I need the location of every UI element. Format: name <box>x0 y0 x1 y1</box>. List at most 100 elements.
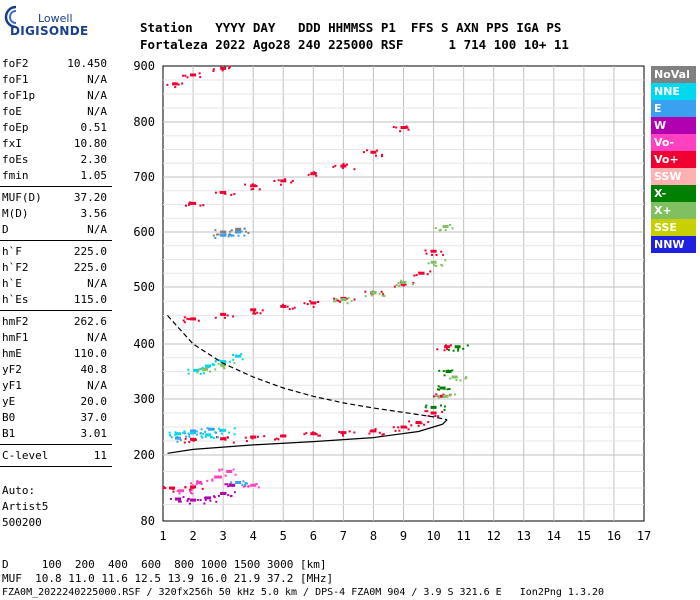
trace-dot <box>244 482 247 484</box>
param-name: D <box>2 223 9 236</box>
param-row: hmE 110.0 <box>2 346 107 362</box>
trace-dot <box>217 233 220 236</box>
trace-dot <box>218 359 221 362</box>
trace-point <box>229 483 236 487</box>
trace-dot <box>204 499 207 502</box>
trace-dot <box>426 273 429 276</box>
trace-dot <box>179 439 182 442</box>
trace-point <box>439 386 446 390</box>
trace-dot <box>212 68 215 71</box>
trace-dot <box>415 274 418 276</box>
trace-dot <box>382 433 385 436</box>
param-name: fxI <box>2 137 22 150</box>
trace-dot <box>454 393 457 396</box>
trace-dot <box>196 371 199 374</box>
trace-dot <box>441 410 444 413</box>
trace-dot <box>383 295 386 297</box>
trace-dot <box>202 432 205 435</box>
trace-dot <box>437 415 440 418</box>
trace-dot <box>209 370 211 373</box>
legend-item-e: E <box>651 100 696 117</box>
trace-point <box>220 363 227 367</box>
trace-dot <box>449 344 452 347</box>
trace-dot <box>233 491 236 494</box>
trace-dot <box>226 314 229 317</box>
trace-dot <box>244 183 247 186</box>
trace-dot <box>413 274 416 277</box>
trace-dot <box>399 130 402 133</box>
trace-dot <box>438 369 441 372</box>
param-name: B1 <box>2 427 16 440</box>
trace-point <box>310 432 317 436</box>
trace-dot <box>353 298 356 301</box>
trace-dot <box>350 300 353 303</box>
y-tick-label: 600 <box>133 225 155 239</box>
trace-point <box>250 483 257 487</box>
trace-point <box>445 370 452 373</box>
trace-dot <box>411 283 414 286</box>
trace-dot <box>378 292 381 295</box>
trace-dot <box>307 173 310 176</box>
trace-dot <box>211 435 214 438</box>
trace-point <box>400 282 407 286</box>
trace-dot <box>244 485 247 488</box>
trace-dot <box>184 432 187 435</box>
trace-dot <box>212 234 215 237</box>
param-name: foEp <box>2 121 29 134</box>
param-value: 115.0 <box>73 293 107 306</box>
trace-point <box>220 66 227 70</box>
trace-dot <box>204 496 206 499</box>
trace-dot <box>232 468 235 471</box>
trace-point <box>190 437 197 441</box>
y-tick-label: 80 <box>141 514 155 528</box>
trace-dot <box>212 437 215 440</box>
trace-dot <box>188 318 190 321</box>
param-name: MUF(D) <box>2 191 42 204</box>
param-separator <box>0 240 112 241</box>
trace-dot <box>342 163 345 165</box>
param-row: h`Es 115.0 <box>2 292 107 308</box>
trace-dot <box>257 486 260 489</box>
trace-dot <box>230 481 233 484</box>
trace-point <box>178 489 185 493</box>
trace-dot <box>427 415 430 417</box>
trace-point <box>190 431 197 435</box>
trace-dot <box>215 431 217 434</box>
trace-dot <box>241 358 244 361</box>
param-row: hmF1 N/A <box>2 330 107 346</box>
trace-dot <box>286 305 289 308</box>
param-name: foF1p <box>2 89 36 102</box>
trace-dot <box>394 429 397 432</box>
trace-dot <box>381 433 384 436</box>
trace-dot <box>214 237 217 239</box>
trace-point <box>175 497 182 501</box>
trace-dot <box>273 180 276 182</box>
param-name: hmF1 <box>2 331 29 344</box>
trace-dot <box>221 69 224 72</box>
trace-dot <box>277 438 280 441</box>
trace-dot <box>224 474 227 477</box>
x-tick-label: 10 <box>426 529 440 543</box>
param-name: foF2 <box>2 57 29 70</box>
electron-density-profile-solid <box>167 419 448 454</box>
trace-dot <box>184 437 187 440</box>
trace-dot <box>444 259 447 262</box>
trace-dot <box>438 229 441 232</box>
trace-dot <box>291 307 294 310</box>
trace-dot <box>197 319 200 322</box>
trace-dot <box>198 368 201 371</box>
trace-dot <box>220 432 223 435</box>
trace-point <box>340 431 347 435</box>
trace-dot <box>425 252 428 255</box>
trace-dot <box>215 233 218 236</box>
trace-dot <box>221 468 224 471</box>
trace-dot <box>246 482 248 485</box>
param-row: D N/A <box>2 222 107 238</box>
trace-dot <box>306 303 309 306</box>
trace-dot <box>378 431 381 434</box>
trace-dot <box>231 354 234 356</box>
trace-dot <box>439 228 442 231</box>
trace-dot <box>375 154 377 157</box>
trace-dot <box>204 435 207 438</box>
legend-item-ssw: SSW <box>651 168 696 185</box>
